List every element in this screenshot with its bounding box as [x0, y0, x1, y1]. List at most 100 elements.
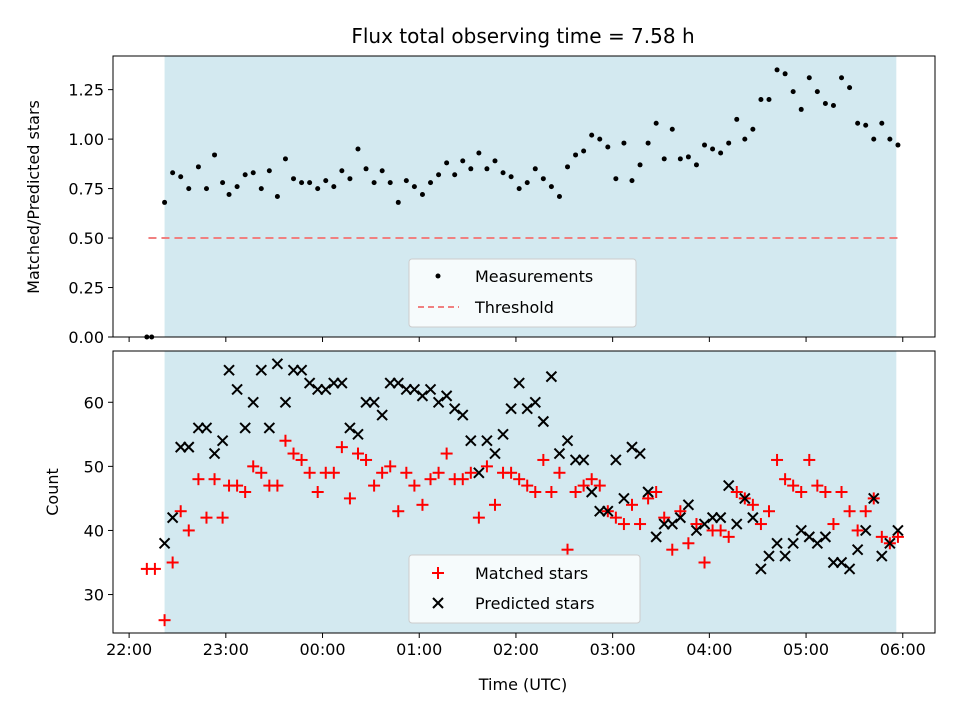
matched-star-point: [303, 466, 316, 479]
measurement-point: [774, 67, 780, 73]
matched-star-point: [827, 518, 840, 531]
matched-star-point: [650, 486, 663, 498]
measurement-point: [419, 192, 425, 198]
matched-star-point: [327, 466, 340, 479]
predicted-star-point: [529, 396, 541, 408]
matched-star-point: [424, 473, 437, 486]
predicted-star-point: [239, 422, 251, 434]
predicted-star-point: [618, 492, 630, 505]
x-tick-label: 00:00: [299, 640, 345, 659]
predicted-star-point: [303, 377, 316, 389]
matched-star-point: [271, 479, 284, 492]
predicted-star-point: [295, 364, 308, 376]
matched-star-point: [464, 466, 477, 479]
measurement-point: [653, 120, 659, 126]
measurement-point: [307, 180, 313, 186]
measurement-point: [750, 126, 756, 132]
legend-marker-matched: [432, 567, 444, 579]
measurement-point: [220, 180, 226, 186]
matched-star-point: [521, 479, 534, 492]
matched-star-point: [392, 505, 405, 518]
matched-star-point: [811, 479, 824, 492]
x-tick-label: 03:00: [590, 640, 636, 659]
predicted-star-point: [722, 479, 735, 492]
measurement-point: [484, 166, 490, 172]
matched-star-point: [166, 556, 179, 569]
measurement-point: [863, 122, 869, 128]
matched-star-point: [779, 473, 792, 486]
predicted-star-point: [336, 377, 348, 389]
matched-star-point: [754, 518, 767, 531]
x-tick-label: 05:00: [783, 640, 829, 659]
predicted-star-point: [747, 511, 759, 524]
predicted-star-point: [416, 390, 429, 402]
top-y-axis-label: Matched/Predicted stars: [24, 100, 43, 294]
predicted-star-point: [183, 441, 195, 453]
bottom-x-ticks: 22:00 23:00 00:00 01:00 02:00 03:00 04:00 05:00…: [106, 633, 926, 659]
measurement-point: [226, 192, 232, 198]
matched-star-point: [216, 511, 229, 524]
legend-marker-measurements: [435, 273, 441, 279]
predicted-star-point: [892, 524, 904, 537]
top-panel: 0.00 0.25 0.50 0.75 1.00 1.25 Flux total obse…: [24, 24, 936, 347]
measurement-point: [371, 180, 377, 186]
top-y-ticks: 0.00 0.25 0.50 0.75 1.00 1.25: [68, 81, 113, 347]
legend-label-measurements: Measurements: [475, 267, 593, 286]
legend-marker-predicted: [432, 597, 444, 609]
matched-star-point: [472, 511, 485, 524]
predicted-star-point: [811, 537, 824, 549]
matched-star-point: [746, 498, 759, 511]
matched-star-point: [529, 486, 542, 498]
predicted-star-point: [368, 396, 380, 408]
predicted-star-point: [263, 422, 276, 434]
matched-star-point: [666, 543, 679, 556]
y-tick-label: 1.25: [68, 81, 104, 100]
predicted-star-point: [166, 511, 179, 524]
measurement-point: [492, 158, 498, 164]
predicted-star-point: [352, 428, 364, 441]
predicted-star-point: [698, 518, 711, 530]
matched-star-point: [192, 473, 205, 486]
predicted-star-point: [545, 370, 558, 383]
predicted-star-point: [868, 492, 880, 505]
matched-star-point: [182, 524, 195, 537]
top-legend: Measurements Threshold: [408, 258, 637, 328]
predicted-star-point: [216, 435, 229, 447]
matched-star-point: [432, 466, 445, 479]
measurement-point: [516, 186, 522, 192]
predicted-star-point: [448, 402, 461, 415]
predicted-star-point: [344, 422, 356, 434]
measurement-point: [395, 199, 401, 205]
measurement-point: [839, 75, 845, 81]
matched-star-point: [642, 492, 655, 505]
predicted-star-point: [674, 511, 687, 524]
y-tick-label: 0.00: [68, 328, 104, 347]
measurement-point: [887, 136, 893, 142]
measurement-point: [758, 97, 764, 103]
measurement-point: [734, 116, 740, 122]
measurement-point: [282, 156, 288, 162]
matched-star-point: [803, 453, 816, 466]
bottom-legend-box: [408, 554, 641, 624]
measurement-point: [274, 194, 280, 199]
measurement-point: [436, 172, 442, 178]
predicted-star-point: [271, 358, 284, 370]
measurement-point: [250, 170, 256, 176]
matched-star-point: [456, 473, 469, 486]
predicted-star-point: [779, 550, 791, 562]
x-tick-label: 02:00: [493, 640, 539, 659]
measurement-point: [323, 178, 329, 184]
matched-star-point: [722, 530, 735, 543]
chart-title: Flux total observing time = 7.58 h: [351, 24, 694, 48]
measurement-point: [879, 120, 885, 126]
measurement-point: [266, 168, 272, 174]
predicted-star-point: [876, 550, 888, 562]
top-marks: [144, 67, 901, 340]
matched-star-point: [351, 447, 364, 460]
matched-star-point: [287, 447, 300, 460]
measurement-point: [186, 186, 192, 192]
predicted-star-point: [497, 428, 509, 441]
measurement-point: [726, 140, 732, 146]
x-axis-label: Time (UTC): [478, 675, 567, 694]
matched-star-point: [625, 498, 638, 511]
